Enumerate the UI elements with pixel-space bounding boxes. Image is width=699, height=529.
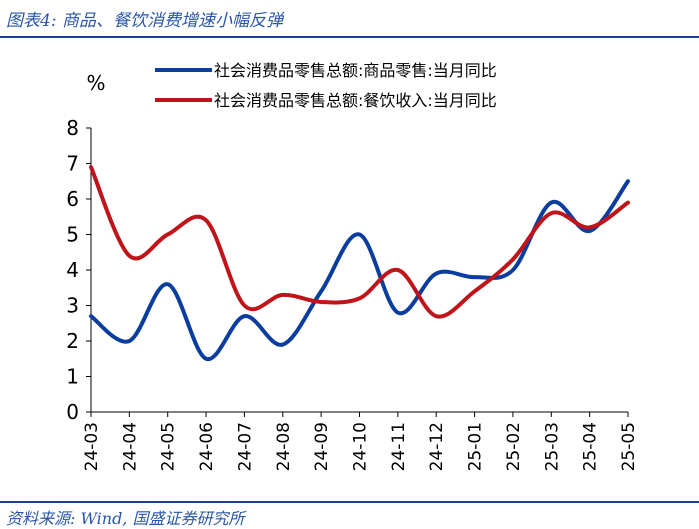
chart-area: 社会消费品零售总额:商品零售:当月同比 社会消费品零售总额:餐饮收入:当月同比 %… [0, 40, 699, 495]
x-tick-label: 24-04 [120, 422, 140, 471]
y-tick-label: 2 [66, 329, 79, 353]
x-tick-label: 25-04 [581, 422, 601, 471]
axes: 0 1 2 3 4 5 6 7 8 24-03 24-04 24-05 24-06 24-07 24-08 2… [66, 116, 639, 471]
x-tick-label: 24-10 [351, 422, 371, 471]
y-tick-label: 6 [66, 187, 79, 211]
y-tick-label: 4 [66, 258, 79, 282]
x-tick-label: 25-01 [466, 422, 486, 471]
series-group [89, 165, 630, 361]
y-tick-label: 5 [66, 223, 79, 247]
figure-header: 图表4: 商品、餐饮消费增速小幅反弹 [0, 0, 699, 38]
legend-label-catering: 社会消费品零售总额:餐饮收入:当月同比 [214, 91, 497, 110]
x-tick-label: 25-03 [542, 422, 562, 471]
x-tick-label: 24-09 [312, 422, 332, 471]
x-tick-label: 24-06 [197, 422, 217, 471]
figure-title: 图表4: 商品、餐饮消费增速小幅反弹 [6, 11, 283, 31]
y-tick-label: 1 [66, 365, 79, 389]
header-divider [0, 36, 699, 38]
x-tick-label: 24-05 [159, 422, 179, 471]
y-axis-label: % [86, 71, 105, 95]
x-tick-label: 24-03 [82, 422, 102, 471]
y-tick-label: 0 [66, 400, 79, 424]
series-line-goods-retail [89, 179, 630, 361]
source-note: 资料来源: Wind, 国盛证券研究所 [6, 509, 245, 528]
x-tick-label: 25-02 [504, 422, 524, 471]
x-tick-label: 24-08 [274, 422, 294, 471]
x-tick-label: 25-05 [619, 422, 639, 471]
x-tick-label: 24-07 [235, 422, 255, 471]
y-tick-label: 3 [66, 294, 79, 318]
x-tick-label: 24-11 [389, 422, 409, 471]
series-line-catering [89, 165, 630, 319]
y-tick-label: 8 [66, 116, 79, 140]
footer-divider [0, 501, 699, 503]
y-tick-label: 7 [66, 152, 79, 176]
x-tick-label: 24-12 [427, 422, 447, 471]
legend-label-goods-retail: 社会消费品零售总额:商品零售:当月同比 [214, 61, 497, 80]
